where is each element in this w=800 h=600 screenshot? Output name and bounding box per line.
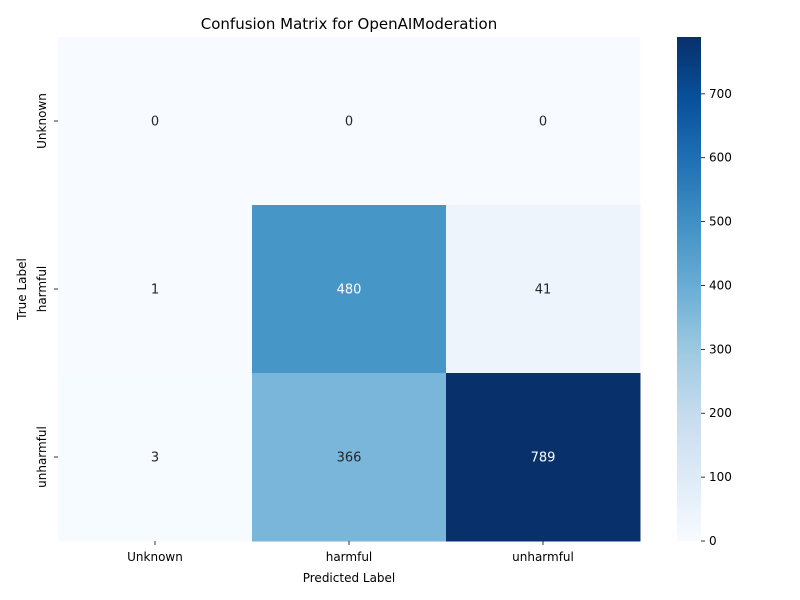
cell-value-label-2-1: 366 [337, 451, 362, 466]
cell-value-label-1-1: 480 [337, 283, 362, 298]
x-tick-label-0: Unknown [127, 550, 183, 564]
colorbar [677, 37, 701, 541]
colorbar-tick-label-7: 700 [709, 87, 732, 101]
heatmap-cell-1-1 [252, 205, 447, 374]
heatmap-cell-0-0 [58, 37, 253, 206]
cell-value-label-2-0: 3 [151, 451, 159, 466]
heatmap-cell-0-2 [446, 37, 641, 206]
cell-value-label-0-2: 0 [539, 115, 547, 130]
y-tick-label-1: harmful [35, 266, 49, 313]
heatmap-cell-2-2 [446, 373, 641, 542]
cell-value-label-2-2: 789 [531, 451, 556, 466]
heatmap-cell-2-0 [58, 373, 253, 542]
colorbar-tick-label-0: 0 [709, 534, 717, 548]
cell-value-label-1-2: 41 [535, 283, 552, 298]
x-tick-label-1: harmful [326, 550, 373, 564]
x-axis: Unknown harmful unharmful [127, 541, 574, 564]
chart-title: Confusion Matrix for OpenAIModeration [201, 15, 497, 33]
colorbar-tick-label-2: 200 [709, 406, 732, 420]
y-axis-label: True Label [15, 258, 29, 321]
cell-value-label-0-0: 0 [151, 115, 159, 130]
colorbar-tick-label-3: 300 [709, 342, 732, 356]
colorbar-ticks: 0 100 200 300 400 500 600 700 [701, 87, 732, 548]
y-tick-label-0: Unknown [35, 93, 49, 149]
colorbar-tick-label-4: 400 [709, 278, 732, 292]
heatmap-cell-0-1 [252, 37, 447, 206]
heatmap-cells: 0 0 0 1 480 41 3 366 789 [58, 37, 641, 542]
x-tick-label-2: unharmful [512, 550, 574, 564]
colorbar-tick-label-6: 600 [709, 151, 732, 165]
x-axis-label: Predicted Label [303, 571, 396, 585]
cell-value-label-1-0: 1 [151, 283, 159, 298]
heatmap-cell-1-0 [58, 205, 253, 374]
colorbar-tick-label-1: 100 [709, 470, 732, 484]
y-axis: Unknown harmful unharmful [35, 93, 58, 488]
cell-value-label-0-1: 0 [345, 115, 353, 130]
colorbar-tick-label-5: 500 [709, 215, 732, 229]
heatmap-cell-2-1 [252, 373, 447, 542]
heatmap-cell-1-2 [446, 205, 641, 374]
y-tick-label-2: unharmful [35, 426, 49, 488]
